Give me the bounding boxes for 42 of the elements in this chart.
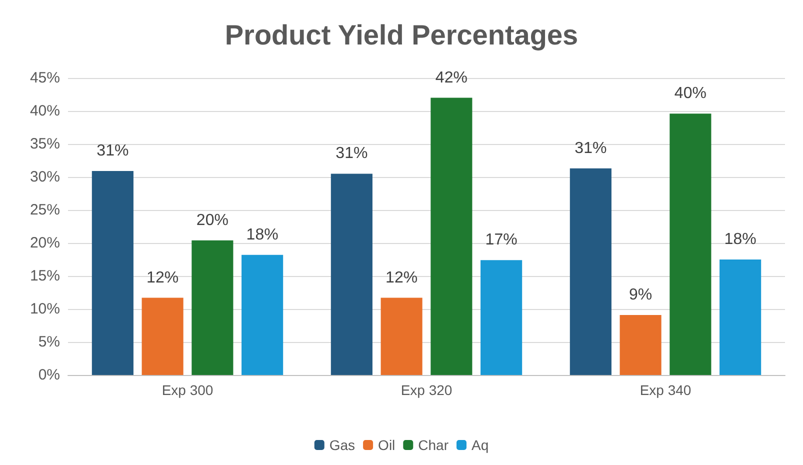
bar (242, 254, 284, 375)
data-label: 31% (574, 140, 607, 157)
data-label: 31% (96, 142, 129, 160)
y-tick-label: 30% (30, 168, 60, 186)
y-tick-label: 5% (38, 334, 60, 350)
bar (330, 174, 372, 375)
data-label: 40% (674, 85, 706, 102)
data-label: 17% (485, 232, 518, 249)
x-tick-label: Exp 300 (162, 382, 214, 398)
legend-label: Aq (472, 437, 489, 453)
data-label: 9% (629, 286, 652, 304)
data-label: 12% (146, 269, 179, 286)
bar (620, 314, 662, 375)
bar (670, 114, 712, 375)
y-tick-label: 35% (30, 136, 60, 152)
bar (430, 98, 472, 375)
y-tick-label: 40% (30, 102, 60, 120)
legend-label: Gas (329, 437, 356, 453)
x-tick-label: Exp 340 (640, 382, 692, 398)
data-label: 18% (724, 231, 756, 248)
data-label: 18% (246, 226, 278, 244)
y-tick-label: 20% (30, 234, 60, 252)
y-tick-label: 45% (30, 70, 60, 86)
y-tick-label: 15% (30, 268, 60, 284)
bar (92, 171, 134, 375)
legend-label: Oil (378, 437, 396, 453)
data-label: 20% (196, 212, 228, 229)
y-tick-label: 25% (30, 202, 60, 218)
bar (380, 298, 422, 375)
bar (142, 298, 184, 375)
bar (480, 260, 522, 375)
x-tick-label: Exp 320 (400, 382, 452, 398)
bar (192, 240, 234, 375)
data-label: 42% (435, 69, 468, 86)
data-label: 12% (386, 269, 418, 286)
chart-title: Product Yield Percentages (224, 20, 578, 50)
bar (720, 260, 762, 375)
legend-label: Char (418, 437, 449, 453)
data-label: 31% (336, 145, 368, 162)
y-tick-label: 10% (30, 300, 60, 318)
y-tick-label: 0% (38, 366, 60, 384)
bar (570, 168, 612, 375)
